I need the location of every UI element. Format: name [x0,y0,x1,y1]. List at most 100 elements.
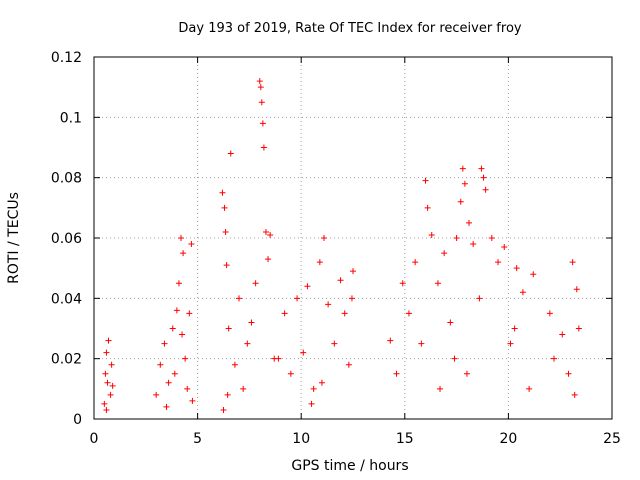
data-point [513,265,520,272]
data-point [530,271,537,278]
data-point [559,331,566,338]
y-tick-label: 0.02 [51,352,82,368]
data-point [526,385,533,392]
data-point [571,391,578,398]
data-point [320,235,327,241]
data-point [387,337,394,344]
data-point [519,289,526,296]
data-point [180,250,187,257]
data-point [459,165,466,172]
data-point [220,406,227,413]
data-point [434,280,441,287]
data-point [478,165,485,172]
data-point [294,295,301,302]
data-point [412,259,419,266]
data-point [463,370,470,377]
data-point [565,370,572,377]
data-point [103,406,110,413]
data-point [188,241,195,248]
data-point [575,325,582,332]
data-point [184,385,191,392]
data-point [470,241,477,248]
data-point [153,391,160,398]
data-point [422,177,429,184]
data-point [399,280,406,287]
data-point [227,150,234,157]
data-point [453,235,460,241]
data-point [240,385,247,392]
y-tick-label: 0.04 [51,291,82,307]
data-point [178,235,185,241]
data-point [507,340,514,347]
data-point [173,307,180,314]
data-point [258,99,265,106]
data-point [488,235,495,241]
data-point [318,379,325,386]
data-point [447,319,454,326]
data-point [105,337,112,344]
data-point [260,144,267,151]
data-point [345,361,352,368]
data-point [231,361,238,368]
data-point [267,231,274,238]
x-tick-label: 15 [396,431,414,447]
data-point [348,295,355,302]
grid-lines [94,57,612,419]
data-point [157,361,164,368]
data-point [457,198,464,205]
data-point [221,204,228,211]
data-point [441,250,448,257]
data-point [451,355,458,362]
data-point [244,340,251,347]
data-point [163,403,170,410]
data-point [248,319,255,326]
data-point [171,370,178,377]
data-point [393,370,400,377]
data-point [331,340,338,347]
data-point [405,310,412,317]
x-tick-label: 5 [193,431,202,447]
data-point [281,310,288,317]
data-point [108,361,115,368]
data-points [101,78,582,413]
data-point [350,268,356,275]
data-point [495,259,502,266]
data-point [169,325,176,332]
data-point [461,180,468,187]
data-point [102,370,109,377]
data-point [308,400,315,407]
data-point [316,259,323,266]
data-point [109,382,116,389]
data-point [550,355,557,362]
data-point [101,400,108,407]
y-tick-label: 0.08 [51,171,82,187]
data-point [256,78,263,85]
x-tick-label: 25 [603,431,621,447]
data-point [424,204,431,211]
chart-title: Day 193 of 2019, Rate Of TEC Index for r… [178,21,522,36]
data-point [225,325,232,332]
x-axis-label: GPS time / hours [291,458,408,474]
x-tick-label: 20 [499,431,517,447]
data-point [341,310,348,317]
data-point [287,370,294,377]
data-point [265,256,272,263]
x-tick-label: 0 [90,431,99,447]
data-point [104,379,111,386]
data-point [161,340,168,347]
data-point [259,120,266,127]
data-point [224,391,231,398]
data-point [175,280,182,287]
data-point [257,84,264,91]
data-point [546,310,553,317]
data-point [275,355,282,362]
tick-labels: 0 5 10 15 20 25 0 0.02 0.04 0.06 0.08 0.1 0.12 [51,50,621,447]
data-point [466,219,473,226]
data-point [107,391,114,398]
data-point [219,189,226,196]
data-point [437,385,444,392]
data-point [189,397,196,404]
data-point [186,310,193,317]
data-point [480,174,487,181]
